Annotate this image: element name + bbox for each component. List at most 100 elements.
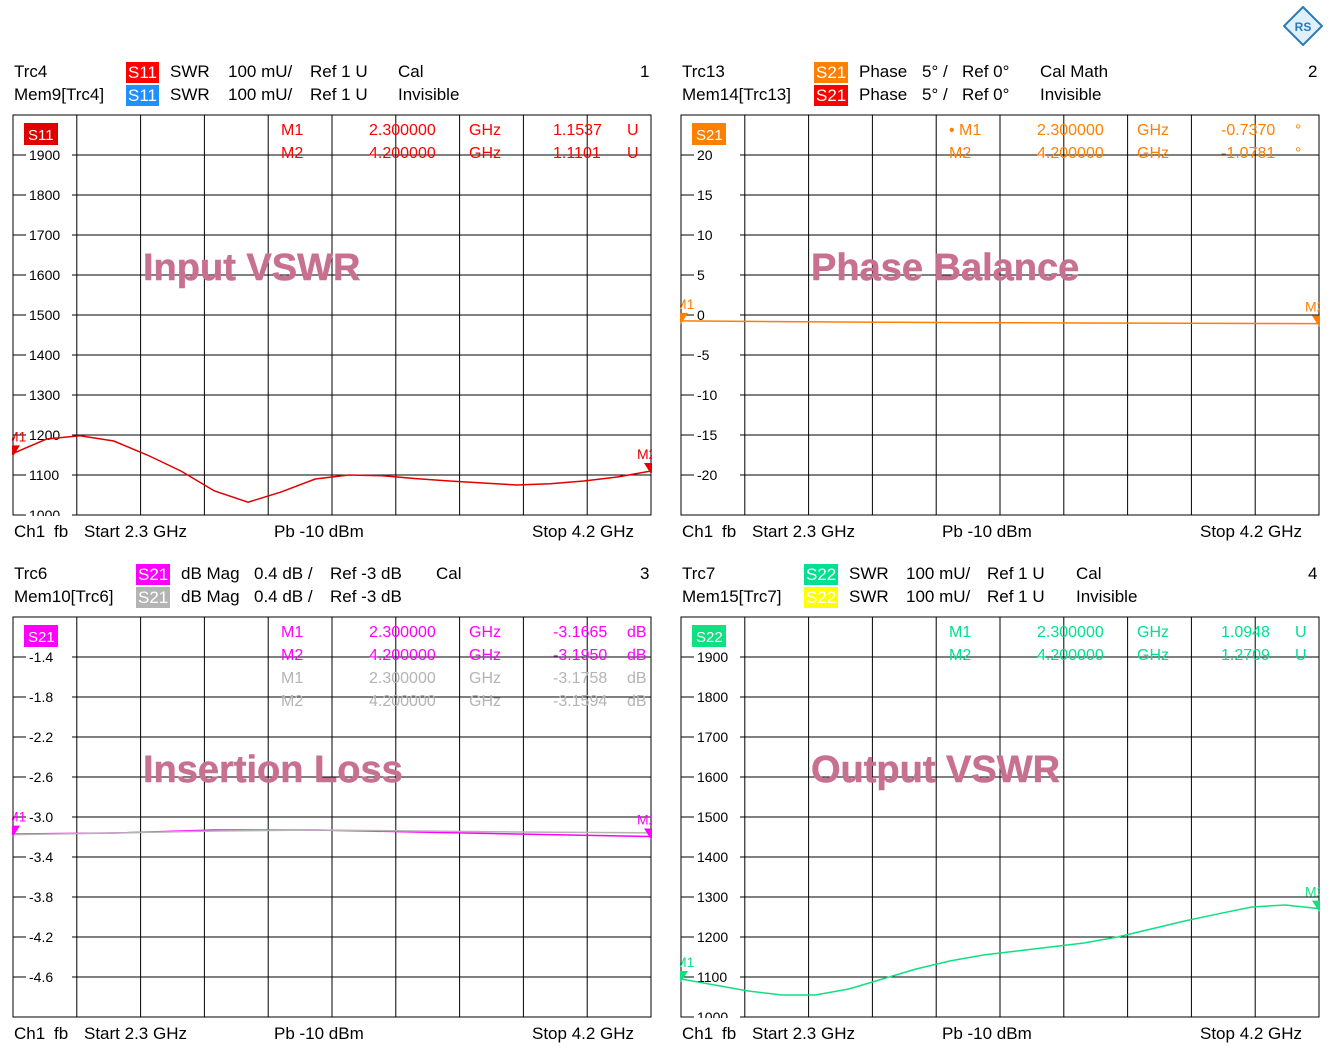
marker-triangle bbox=[644, 463, 652, 474]
y-tick-label: 5 bbox=[697, 267, 705, 283]
marker-triangle bbox=[680, 971, 688, 982]
marker-readout: 2.300000 bbox=[369, 122, 436, 139]
trace-format: SWR bbox=[170, 62, 210, 81]
footer-start: Start 2.3 GHz bbox=[84, 1024, 187, 1043]
marker-readout: GHz bbox=[1137, 122, 1169, 139]
memory-name: Mem15[Trc7] bbox=[682, 587, 782, 606]
trace-badge[interactable]: S22 bbox=[804, 564, 839, 585]
y-tick-label: 1100 bbox=[697, 969, 727, 985]
trace-status: Cal Math bbox=[1040, 62, 1109, 81]
y-tick-label: 20 bbox=[697, 147, 713, 163]
y-tick-label: 1200 bbox=[697, 929, 728, 945]
y-tick-label-bg bbox=[26, 467, 72, 483]
marker-readout: ° bbox=[1295, 122, 1301, 139]
series-line bbox=[12, 829, 652, 836]
y-tick-label: 1900 bbox=[29, 147, 60, 163]
marker-readout: -3.1758 bbox=[553, 670, 607, 687]
y-tick-label-bg bbox=[694, 267, 740, 283]
marker-readout: U bbox=[1295, 624, 1307, 641]
plot-area[interactable]: -4.6 -4.2 -3.8 -3.4 -3.0 -2.6 -2.2 -1.8 -1.4 S21 M… bbox=[12, 616, 652, 1018]
memory-badge[interactable]: S21 bbox=[814, 85, 849, 106]
trace-badge-label: S11 bbox=[28, 127, 54, 144]
y-tick-label-bg bbox=[26, 689, 72, 705]
marker-readout: -0.7370 bbox=[1221, 122, 1275, 139]
footer-channel: Ch1 bbox=[14, 1024, 46, 1043]
y-tick-label: 1400 bbox=[697, 849, 728, 865]
marker-readout: -1.0781 bbox=[1221, 145, 1275, 162]
y-tick-label: 10 bbox=[697, 227, 713, 243]
plot-area[interactable]: -20 -15 -10 -5 0 5 10 15 20 S21 • M1 2.300000 GHz -0.… bbox=[680, 114, 1320, 516]
footer-start: Start 2.3 GHz bbox=[752, 522, 855, 541]
y-tick-label: -3.4 bbox=[29, 849, 53, 865]
marker-readout: M2 bbox=[281, 647, 303, 664]
trace-name: Trc4 bbox=[14, 62, 48, 81]
marker-label: M1 bbox=[680, 954, 695, 970]
marker-readout: 2.300000 bbox=[369, 670, 436, 687]
marker-readout: 2.300000 bbox=[369, 624, 436, 641]
y-tick-label-bg bbox=[694, 1009, 740, 1018]
footer-mode: fb bbox=[722, 1024, 737, 1043]
trace-status: Cal bbox=[1076, 564, 1102, 583]
trace-name: Trc6 bbox=[14, 564, 48, 583]
y-tick-label-bg bbox=[694, 769, 740, 785]
y-tick-label: 1400 bbox=[29, 347, 60, 363]
memory-name: Mem9[Trc4] bbox=[14, 85, 105, 104]
memory-badge[interactable]: S11 bbox=[126, 85, 159, 106]
y-tick-label-bg bbox=[694, 889, 740, 905]
memory-status: Invisible bbox=[1076, 587, 1138, 606]
marker-readout: -3.1950 bbox=[553, 647, 607, 664]
memory-badge[interactable]: S21 bbox=[136, 587, 171, 608]
trace-badge[interactable]: S21 bbox=[136, 564, 171, 585]
trace-badge-box bbox=[692, 123, 726, 145]
marker-readout: dB bbox=[627, 670, 647, 687]
marker-readout: 4.200000 bbox=[369, 647, 436, 664]
marker-readout: GHz bbox=[469, 693, 501, 710]
y-tick-label: -2.2 bbox=[29, 729, 53, 745]
footer-mode: fb bbox=[54, 522, 69, 541]
marker-label: M1 bbox=[680, 296, 695, 312]
marker-readout: 1.1101 bbox=[553, 145, 601, 162]
trace-ref: Ref 0° bbox=[962, 62, 1010, 81]
trace-badge[interactable]: S21 bbox=[814, 62, 849, 83]
y-tick-label: 1800 bbox=[29, 187, 60, 203]
plot-area[interactable]: 1000110012001300140015001600170018001900… bbox=[12, 114, 652, 516]
trace-name: Trc7 bbox=[682, 564, 716, 583]
y-tick-label-bg bbox=[694, 427, 740, 443]
y-tick-label-bg bbox=[26, 769, 72, 785]
y-tick-label-bg bbox=[26, 227, 72, 243]
y-tick-label: 1100 bbox=[29, 467, 59, 483]
y-tick-label: 15 bbox=[697, 187, 713, 203]
y-tick-label-bg bbox=[26, 347, 72, 363]
marker-triangle bbox=[12, 825, 20, 837]
marker-readout: 4.200000 bbox=[369, 693, 436, 710]
trace-badge-label: S22 bbox=[696, 629, 723, 646]
trace-header: Trc13 S21 Phase 5° / Ref 0° Cal Math 2 M… bbox=[680, 62, 1320, 108]
series-line bbox=[12, 435, 652, 503]
marker-readout: 4.200000 bbox=[1037, 145, 1104, 162]
marker-readout: GHz bbox=[1137, 647, 1169, 664]
footer-channel: Ch1 bbox=[682, 522, 714, 541]
footer-power: Pb -10 dBm bbox=[274, 522, 364, 541]
rs-logo: RS bbox=[1282, 5, 1324, 47]
memory-name: Mem14[Trc13] bbox=[682, 85, 791, 104]
marker-readout: GHz bbox=[1137, 624, 1169, 641]
marker-label: M2 bbox=[1305, 299, 1320, 315]
y-tick-label-bg bbox=[694, 849, 740, 865]
trace-scale: 0.4 dB / bbox=[254, 564, 313, 583]
memory-ref: Ref -3 dB bbox=[330, 587, 402, 606]
trace-badge[interactable]: S11 bbox=[126, 62, 159, 83]
trace-badge-label: S21 bbox=[28, 629, 55, 646]
footer-stop: Stop 4.2 GHz bbox=[532, 1024, 635, 1043]
memory-badge[interactable]: S22 bbox=[804, 587, 839, 608]
plot-area[interactable]: 1000110012001300140015001600170018001900… bbox=[680, 616, 1320, 1018]
marker-readout: M2 bbox=[281, 145, 303, 162]
y-tick-label-bg bbox=[694, 227, 740, 243]
y-tick-label-bg bbox=[26, 929, 72, 945]
memory-status: Invisible bbox=[398, 85, 460, 104]
y-tick-label-bg bbox=[694, 649, 740, 665]
footer-start: Start 2.3 GHz bbox=[752, 1024, 855, 1043]
memory-scale: 100 mU/ bbox=[906, 587, 971, 606]
marker-label: M2 bbox=[637, 812, 652, 828]
memory-scale: 0.4 dB / bbox=[254, 587, 313, 606]
marker-readout: -3.1665 bbox=[553, 624, 607, 641]
